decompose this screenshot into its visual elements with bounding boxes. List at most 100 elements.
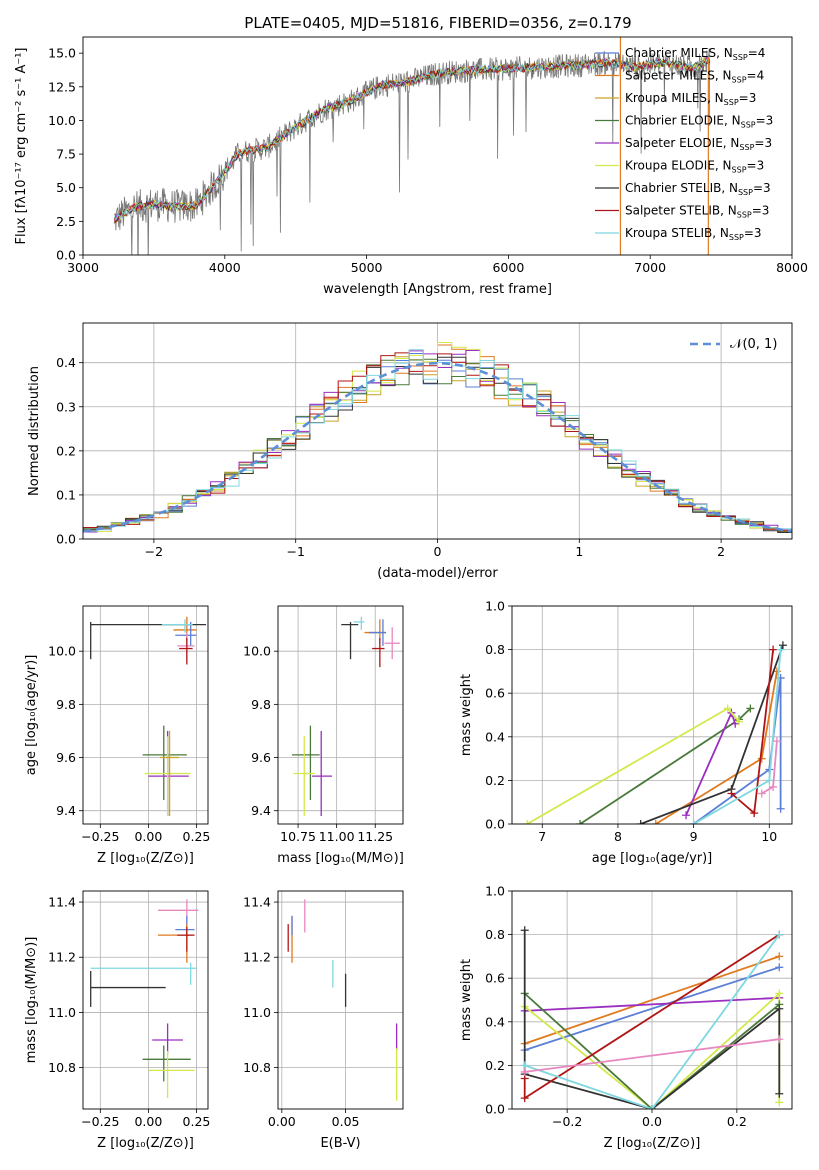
mass_vs_Z-xtick-label: −0.25	[81, 1114, 119, 1129]
weight_vs_age-xtick-label: 7	[538, 829, 546, 844]
spectrum-legend-label: Salpeter STELIB, NSSP=3	[625, 204, 769, 220]
weight_vs_Z-marker	[520, 1067, 529, 1076]
age_vs_mass-axes: 10.75 11.00 11.25 9.4 9.6 9.8 10.0 mass [log₁₀(…	[243, 606, 404, 866]
figure-title: PLATE=0405, MJD=51816, FIBERID=0356, z=0…	[244, 14, 631, 32]
mass_vs_ebv-ytick-label: 11.2	[243, 950, 271, 965]
age_vs_mass-xlabel: mass [log₁₀(M/M⊙)]	[277, 851, 404, 866]
mass_vs_ebv-xtick-label: 0.05	[332, 1114, 360, 1129]
weight_vs_age-xtick-label: 10	[761, 829, 777, 844]
weight_vs_Z-series-salpeter_elodie	[524, 996, 780, 1012]
weight_vs_age-marker	[723, 704, 732, 713]
weight_vs_age-ytick-label: 0.4	[485, 729, 505, 744]
spectrum-axes: 3000 4000 5000 6000 7000 8000 0.0 2.5 5.0 7.5 10.0…	[14, 46, 808, 297]
spectrum-ylabel: Flux [fλ10⁻¹⁷ erg cm⁻² s⁻¹ A⁻¹]	[14, 48, 29, 245]
residuals-ytick-label: 0.4	[56, 355, 76, 370]
age_vs_Z-ytick-label: 9.8	[56, 697, 76, 712]
spectrum-legend-label: Kroupa ELODIE, NSSP=3	[625, 159, 764, 175]
weight_vs_Z-marker	[775, 1004, 784, 1013]
age_vs_mass-errorbar	[291, 725, 320, 801]
mass_vs_ebv-xtick-label: 0.00	[268, 1114, 296, 1129]
spectrum-legend-label: Salpeter MILES, NSSP=4	[625, 69, 764, 85]
weight_vs_Z-marker	[520, 926, 529, 935]
weight_vs_age-marker	[776, 645, 785, 654]
weight_vs_Z-marker	[775, 1089, 784, 1098]
age_vs_mass-errorbar	[311, 730, 333, 817]
residuals-ytick-label: 0.3	[56, 399, 76, 414]
residuals-xtick-label: −1	[286, 544, 304, 559]
weight_vs_age-marker	[689, 820, 698, 824]
mass_vs_Z-ytick-label: 11.2	[48, 950, 76, 965]
mass_vs_Z-errorbar	[175, 915, 195, 936]
mass_vs_Z-xtick-label: 0.00	[134, 1114, 162, 1129]
weight_vs_Z-ylabel: mass weight	[459, 959, 474, 1041]
residuals-histogram-kroupa_stelib	[83, 349, 792, 539]
weight_vs_age-marker	[651, 820, 660, 824]
age_vs_Z-ytick-label: 9.6	[56, 750, 76, 765]
age_vs_Z-ytick-label: 10.0	[48, 644, 76, 659]
weight_vs_Z-series-extra_pink	[524, 1038, 780, 1073]
spectrum-legend-label: Chabrier MILES, NSSP=4	[625, 46, 765, 62]
mass_vs_Z-errorbar	[148, 1051, 195, 1098]
mass_vs_Z-errorbar	[152, 1023, 183, 1054]
mass_vs_Z-frame	[82, 890, 209, 1110]
age_vs_Z-frame	[82, 605, 209, 825]
weight_vs_age-marker	[757, 754, 766, 763]
mass_vs_ebv-points	[287, 899, 398, 1101]
weight_vs_age-marker	[778, 641, 787, 650]
spectrum-ytick-label: 5.0	[56, 180, 76, 195]
weight_vs_Z-series-chabrier_elodie	[524, 992, 780, 1109]
weight_vs_Z-marker	[648, 1105, 656, 1109]
age_vs_Z-axes: −0.25 0.00 0.25 9.4 9.6 9.8 10.0 Z [log₁₀(Z/Z⊙)…	[24, 606, 210, 866]
age_vs_Z-xtick-label: 0.25	[183, 829, 211, 844]
weight_vs_Z-ytick-label: 0.6	[485, 971, 505, 986]
mass_vs_Z-errorbar	[90, 971, 166, 1007]
weight_vs_Z-ytick-label: 1.0	[485, 884, 505, 899]
weight_vs_age-xtick-label: 8	[614, 829, 622, 844]
weight_vs_age-marker	[750, 809, 759, 818]
weight_vs_age-marker	[576, 820, 585, 824]
plots-layer: 3000 4000 5000 6000 7000 80000.02.55.07.510.0…	[14, 36, 808, 1151]
spectrum-xtick-label: 4000	[209, 260, 241, 275]
residuals-xtick-label: −2	[145, 544, 163, 559]
spectrum-legend: Chabrier MILES, NSSP=4 Salpeter MILES, NS…	[595, 46, 773, 242]
weight_vs_Z-series-kroupa_stelib	[524, 934, 781, 1109]
weight_vs_age-marker	[765, 776, 774, 785]
spectrum-xtick-label: 5000	[351, 260, 383, 275]
spectrum-legend-label: Kroupa MILES, NSSP=3	[625, 91, 756, 107]
mass_vs_Z-errorbar	[177, 926, 195, 952]
weight_vs_age-ylabel: mass weight	[459, 674, 474, 756]
weight_vs_age-frame	[511, 605, 793, 825]
weight_vs_age-ytick-label: 1.0	[485, 599, 505, 614]
spectrum-xtick-label: 6000	[492, 260, 524, 275]
age_vs_mass-frame	[277, 605, 404, 825]
residuals-legend-label: 𝒩(0, 1)	[730, 337, 777, 352]
age_vs_mass-points	[291, 616, 400, 817]
age_vs_Z-points	[90, 616, 207, 817]
weight_vs_age-marker	[746, 704, 755, 713]
mass_vs_ebv-ytick-label: 11.4	[243, 895, 271, 910]
weight_vs_Z-marker	[775, 989, 784, 998]
age_vs_Z-errorbar	[177, 632, 195, 660]
spectrum-xlabel: wavelength [Angstrom, rest frame]	[323, 282, 552, 297]
spectrum-ytick-label: 7.5	[56, 147, 76, 162]
weight_vs_age-marker	[636, 820, 645, 824]
weight_vs_age-ytick-label: 0.2	[485, 773, 505, 788]
mass_vs_Z-errorbar	[90, 962, 197, 985]
spectrum-frame	[82, 36, 793, 256]
residuals-axes: −2 −1 0 1 2 0.0 0.1 0.2 0.3 0.4 (data-model)/error…	[27, 323, 792, 581]
weight_vs_age-marker	[772, 737, 781, 746]
weight_vs_age-lines	[523, 641, 787, 824]
mass_vs_Z-xlabel: Z [log₁₀(Z/Z⊙)]	[97, 1136, 194, 1151]
spectrum-ytick-label: 12.5	[48, 79, 76, 94]
age_vs_mass-xtick-label: 11.00	[319, 829, 355, 844]
age_vs_Z-ytick-label: 9.4	[56, 803, 76, 818]
spectrum-model-kroupa_stelib	[113, 56, 711, 221]
weight_vs_Z-marker	[775, 952, 784, 961]
age_vs_mass-ytick-label: 9.6	[251, 750, 271, 765]
mass_vs_ebv-ytick-label: 11.0	[243, 1005, 271, 1020]
weight_vs_Z-xtick-label: −0.2	[552, 1114, 582, 1129]
weight_vs_Z-xlabel: Z [log₁₀(Z/Z⊙)]	[604, 1136, 701, 1151]
residuals-ytick-label: 0.0	[56, 532, 76, 547]
age_vs_Z-xtick-label: −0.25	[81, 829, 119, 844]
weight_vs_Z-lines	[520, 926, 784, 1109]
